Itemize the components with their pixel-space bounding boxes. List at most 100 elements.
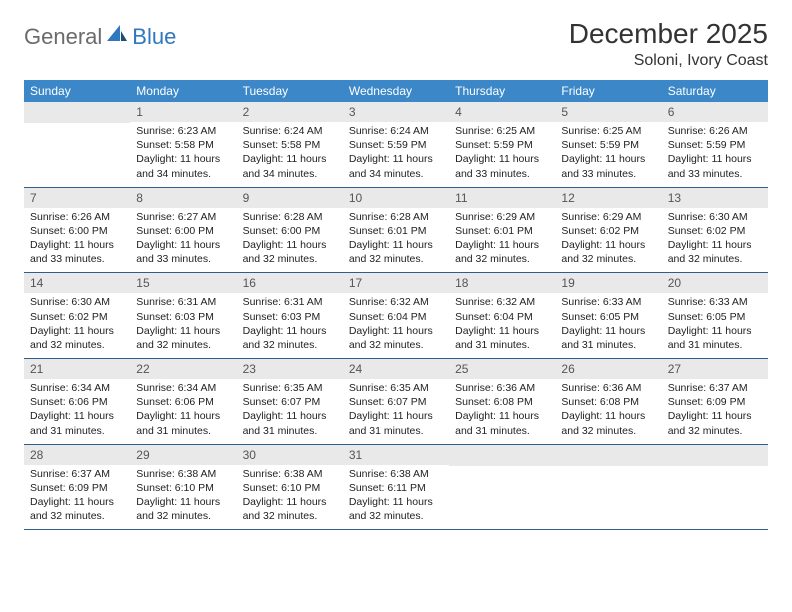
day-number: 23 <box>237 359 343 379</box>
calendar-cell: 14Sunrise: 6:30 AMSunset: 6:02 PMDayligh… <box>24 273 130 359</box>
day-number: 8 <box>130 188 236 208</box>
daylight-text: Daylight: 11 hours and 32 minutes. <box>455 238 549 266</box>
sunrise-text: Sunrise: 6:37 AM <box>30 467 124 481</box>
sunset-text: Sunset: 6:02 PM <box>668 224 762 238</box>
calendar-cell: 12Sunrise: 6:29 AMSunset: 6:02 PMDayligh… <box>555 187 661 273</box>
sunrise-text: Sunrise: 6:38 AM <box>136 467 230 481</box>
calendar-week-row: 28Sunrise: 6:37 AMSunset: 6:09 PMDayligh… <box>24 444 768 530</box>
calendar-cell <box>24 102 130 187</box>
calendar-cell: 11Sunrise: 6:29 AMSunset: 6:01 PMDayligh… <box>449 187 555 273</box>
sunrise-text: Sunrise: 6:23 AM <box>136 124 230 138</box>
month-title: December 2025 <box>569 18 768 50</box>
sunrise-text: Sunrise: 6:24 AM <box>243 124 337 138</box>
sunrise-text: Sunrise: 6:29 AM <box>455 210 549 224</box>
day-details: Sunrise: 6:37 AMSunset: 6:09 PMDaylight:… <box>24 465 130 530</box>
sunset-text: Sunset: 6:09 PM <box>30 481 124 495</box>
day-details: Sunrise: 6:30 AMSunset: 6:02 PMDaylight:… <box>24 293 130 358</box>
day-number: 1 <box>130 102 236 122</box>
daylight-text: Daylight: 11 hours and 31 minutes. <box>349 409 443 437</box>
sunset-text: Sunset: 6:11 PM <box>349 481 443 495</box>
page-header: General Blue December 2025 Soloni, Ivory… <box>24 18 768 70</box>
day-details: Sunrise: 6:35 AMSunset: 6:07 PMDaylight:… <box>343 379 449 444</box>
daylight-text: Daylight: 11 hours and 32 minutes. <box>561 238 655 266</box>
day-header: Tuesday <box>237 80 343 102</box>
day-number: 25 <box>449 359 555 379</box>
day-details: Sunrise: 6:37 AMSunset: 6:09 PMDaylight:… <box>662 379 768 444</box>
calendar-cell: 21Sunrise: 6:34 AMSunset: 6:06 PMDayligh… <box>24 359 130 445</box>
day-details: Sunrise: 6:35 AMSunset: 6:07 PMDaylight:… <box>237 379 343 444</box>
daylight-text: Daylight: 11 hours and 34 minutes. <box>136 152 230 180</box>
logo-text-blue: Blue <box>132 24 176 50</box>
sunset-text: Sunset: 6:00 PM <box>30 224 124 238</box>
calendar-cell: 2Sunrise: 6:24 AMSunset: 5:58 PMDaylight… <box>237 102 343 187</box>
daylight-text: Daylight: 11 hours and 33 minutes. <box>561 152 655 180</box>
day-number: 18 <box>449 273 555 293</box>
day-number: 4 <box>449 102 555 122</box>
day-details <box>24 123 130 181</box>
sunset-text: Sunset: 5:58 PM <box>243 138 337 152</box>
calendar-cell: 13Sunrise: 6:30 AMSunset: 6:02 PMDayligh… <box>662 187 768 273</box>
day-details: Sunrise: 6:32 AMSunset: 6:04 PMDaylight:… <box>343 293 449 358</box>
calendar-cell: 7Sunrise: 6:26 AMSunset: 6:00 PMDaylight… <box>24 187 130 273</box>
sunrise-text: Sunrise: 6:34 AM <box>136 381 230 395</box>
calendar-cell: 18Sunrise: 6:32 AMSunset: 6:04 PMDayligh… <box>449 273 555 359</box>
sunrise-text: Sunrise: 6:30 AM <box>30 295 124 309</box>
day-number: 5 <box>555 102 661 122</box>
day-details: Sunrise: 6:33 AMSunset: 6:05 PMDaylight:… <box>662 293 768 358</box>
day-details: Sunrise: 6:24 AMSunset: 5:58 PMDaylight:… <box>237 122 343 187</box>
calendar-cell: 31Sunrise: 6:38 AMSunset: 6:11 PMDayligh… <box>343 444 449 530</box>
calendar-cell: 29Sunrise: 6:38 AMSunset: 6:10 PMDayligh… <box>130 444 236 530</box>
sunrise-text: Sunrise: 6:37 AM <box>668 381 762 395</box>
sunrise-text: Sunrise: 6:24 AM <box>349 124 443 138</box>
day-number: 16 <box>237 273 343 293</box>
day-details: Sunrise: 6:25 AMSunset: 5:59 PMDaylight:… <box>449 122 555 187</box>
sunset-text: Sunset: 6:05 PM <box>668 310 762 324</box>
daylight-text: Daylight: 11 hours and 31 minutes. <box>455 324 549 352</box>
day-header: Friday <box>555 80 661 102</box>
calendar-cell: 16Sunrise: 6:31 AMSunset: 6:03 PMDayligh… <box>237 273 343 359</box>
sunrise-text: Sunrise: 6:26 AM <box>30 210 124 224</box>
daylight-text: Daylight: 11 hours and 32 minutes. <box>243 238 337 266</box>
sunset-text: Sunset: 6:06 PM <box>136 395 230 409</box>
day-number: 11 <box>449 188 555 208</box>
day-details <box>662 466 768 524</box>
daylight-text: Daylight: 11 hours and 32 minutes. <box>136 495 230 523</box>
day-number: 21 <box>24 359 130 379</box>
day-details: Sunrise: 6:32 AMSunset: 6:04 PMDaylight:… <box>449 293 555 358</box>
day-details: Sunrise: 6:24 AMSunset: 5:59 PMDaylight:… <box>343 122 449 187</box>
calendar-week-row: 7Sunrise: 6:26 AMSunset: 6:00 PMDaylight… <box>24 187 768 273</box>
calendar-cell <box>449 444 555 530</box>
sunrise-text: Sunrise: 6:31 AM <box>136 295 230 309</box>
daylight-text: Daylight: 11 hours and 31 minutes. <box>30 409 124 437</box>
sunset-text: Sunset: 6:01 PM <box>349 224 443 238</box>
title-block: December 2025 Soloni, Ivory Coast <box>569 18 768 70</box>
sunrise-text: Sunrise: 6:35 AM <box>349 381 443 395</box>
sunrise-text: Sunrise: 6:30 AM <box>668 210 762 224</box>
calendar-cell: 20Sunrise: 6:33 AMSunset: 6:05 PMDayligh… <box>662 273 768 359</box>
daylight-text: Daylight: 11 hours and 32 minutes. <box>349 495 443 523</box>
day-details: Sunrise: 6:33 AMSunset: 6:05 PMDaylight:… <box>555 293 661 358</box>
day-details: Sunrise: 6:34 AMSunset: 6:06 PMDaylight:… <box>130 379 236 444</box>
sunset-text: Sunset: 6:00 PM <box>243 224 337 238</box>
calendar-cell: 4Sunrise: 6:25 AMSunset: 5:59 PMDaylight… <box>449 102 555 187</box>
sunset-text: Sunset: 6:02 PM <box>561 224 655 238</box>
sunrise-text: Sunrise: 6:34 AM <box>30 381 124 395</box>
day-number: 19 <box>555 273 661 293</box>
day-details: Sunrise: 6:36 AMSunset: 6:08 PMDaylight:… <box>555 379 661 444</box>
day-number: 28 <box>24 445 130 465</box>
sunset-text: Sunset: 6:10 PM <box>136 481 230 495</box>
daylight-text: Daylight: 11 hours and 33 minutes. <box>455 152 549 180</box>
daylight-text: Daylight: 11 hours and 33 minutes. <box>668 152 762 180</box>
sunset-text: Sunset: 6:07 PM <box>243 395 337 409</box>
daylight-text: Daylight: 11 hours and 32 minutes. <box>349 238 443 266</box>
day-number: 13 <box>662 188 768 208</box>
sunset-text: Sunset: 6:00 PM <box>136 224 230 238</box>
day-number: 10 <box>343 188 449 208</box>
sunset-text: Sunset: 6:05 PM <box>561 310 655 324</box>
day-details <box>449 466 555 524</box>
calendar-week-row: 1 Sunrise: 6:23 AM Sunset: 5:58 PM Daylight… <box>24 102 768 187</box>
day-details: Sunrise: 6:29 AMSunset: 6:02 PMDaylight:… <box>555 208 661 273</box>
day-number: 12 <box>555 188 661 208</box>
day-number: 9 <box>237 188 343 208</box>
day-number: 30 <box>237 445 343 465</box>
